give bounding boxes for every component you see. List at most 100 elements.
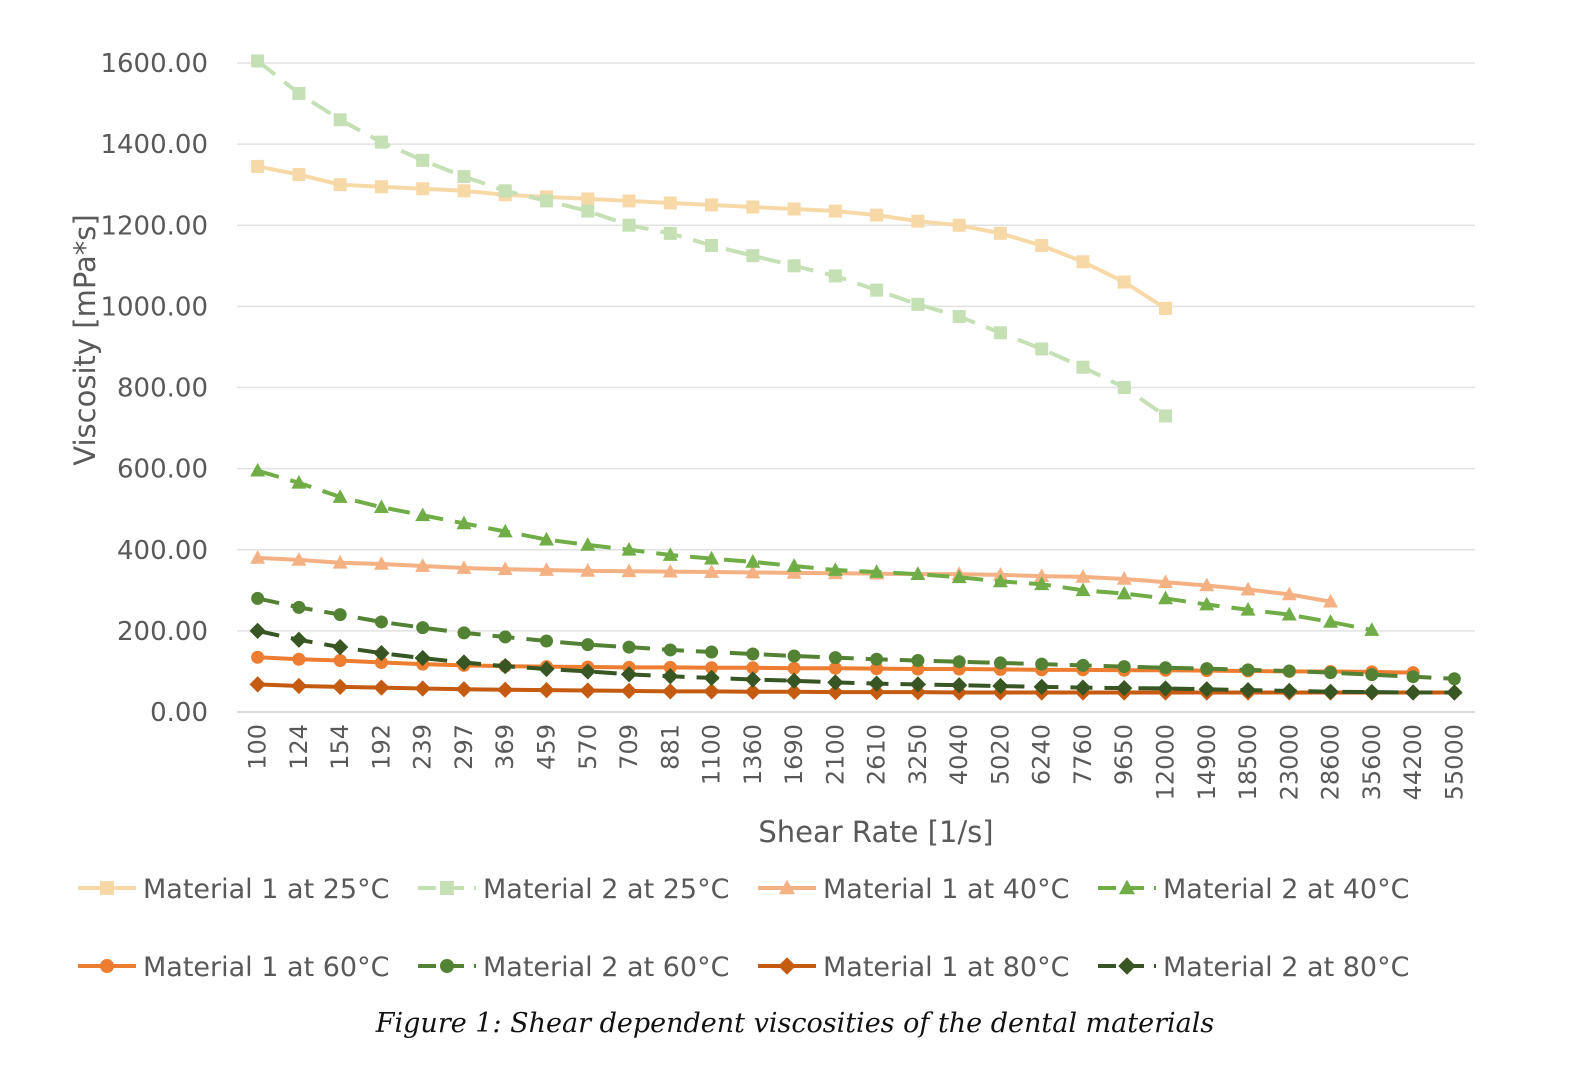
data-point: [870, 283, 884, 297]
data-point: [538, 681, 555, 699]
data-point: [250, 550, 266, 564]
legend-swatch-marker: [1118, 957, 1136, 975]
series-line: [256, 59, 1167, 418]
data-point: [662, 668, 679, 685]
data-point: [746, 647, 760, 661]
data-point: [870, 652, 884, 666]
data-point: [497, 681, 514, 698]
data-point: [1406, 670, 1420, 684]
data-point: [373, 556, 389, 570]
data-point: [538, 660, 555, 678]
x-tick-label: 192: [367, 724, 395, 770]
data-point: [332, 638, 349, 656]
y-tick-label: 1600.00: [100, 49, 208, 79]
y-tick-labels: 0.00 200.00 400.00 600.00 800.00 1000.00 1200.…: [100, 49, 208, 728]
data-point: [250, 462, 266, 477]
data-point: [828, 651, 842, 665]
data-point: [787, 661, 801, 675]
legend-item: Material 1 at 60°C: [78, 952, 389, 983]
data-point: [704, 564, 720, 578]
data-point: [746, 249, 760, 263]
data-point: [457, 170, 471, 184]
x-tick-label: 23000: [1275, 724, 1303, 800]
data-point: [705, 645, 719, 659]
data-point: [1281, 586, 1297, 601]
series-2: [251, 54, 1172, 423]
legend-item: Material 2 at 25°C: [418, 874, 729, 905]
data-point: [497, 523, 513, 538]
data-point: [1035, 239, 1049, 253]
legend-item: Material 2 at 40°C: [1098, 874, 1409, 905]
data-point: [1117, 275, 1131, 289]
data-point: [251, 650, 265, 664]
x-tick-label: 9650: [1110, 724, 1138, 785]
data-point: [1158, 574, 1173, 589]
data-point: [292, 600, 306, 614]
data-point: [498, 184, 512, 198]
data-point: [374, 656, 388, 670]
figure-caption: Figure 1: Shear dependent viscosities of…: [375, 1008, 1215, 1039]
data-point: [1199, 596, 1215, 611]
data-point: [620, 666, 638, 683]
data-point: [952, 218, 966, 232]
data-point: [663, 226, 677, 240]
data-point: [622, 194, 636, 208]
data-point: [416, 621, 430, 635]
x-tick-label: 369: [491, 724, 519, 770]
legend-swatch-marker: [100, 881, 114, 895]
legend-swatch-marker: [1118, 879, 1136, 895]
data-point: [414, 680, 431, 697]
data-point: [1200, 662, 1214, 676]
data-point: [1404, 684, 1422, 701]
data-point: [662, 683, 679, 700]
legend-label: Material 1 at 60°C: [143, 952, 389, 983]
data-point: [456, 515, 472, 530]
data-point: [993, 326, 1007, 340]
data-point: [251, 54, 265, 68]
data-point: [827, 674, 844, 691]
data-point: [827, 562, 843, 576]
data-point: [1034, 576, 1050, 591]
y-tick-label: 1000.00: [100, 292, 208, 322]
data-point: [415, 507, 431, 522]
data-point: [1241, 663, 1255, 677]
x-tick-label: 1360: [739, 724, 767, 785]
data-point: [581, 638, 595, 652]
data-point: [1364, 622, 1380, 636]
data-point: [1282, 664, 1296, 678]
data-point: [251, 591, 265, 605]
data-point: [662, 563, 678, 578]
y-tick-label: 1200.00: [100, 211, 208, 241]
data-point: [1076, 658, 1090, 672]
series-3: [250, 550, 1339, 608]
data-point: [373, 679, 390, 696]
data-point: [1076, 360, 1090, 374]
data-point: [1447, 672, 1461, 686]
series-1: [251, 159, 1172, 315]
data-point: [662, 547, 678, 561]
data-point: [1363, 683, 1380, 701]
legend: Material 1 at 25°C Material 2 at 25°C Mate…: [78, 874, 1409, 983]
data-point: [455, 681, 473, 698]
data-point: [332, 678, 349, 695]
data-point: [786, 565, 802, 579]
data-point: [663, 660, 677, 674]
data-point: [622, 218, 636, 232]
data-point: [952, 310, 966, 324]
x-tick-label: 4040: [945, 724, 973, 785]
data-point: [498, 630, 512, 644]
x-tick-label: 100: [244, 724, 272, 770]
data-point: [745, 554, 761, 568]
data-point: [1035, 657, 1049, 671]
data-point: [868, 675, 885, 692]
data-point: [1322, 683, 1339, 700]
data-point: [1117, 381, 1131, 394]
data-point: [620, 682, 638, 700]
legend-label: Material 2 at 40°C: [1163, 874, 1409, 905]
data-point: [374, 135, 388, 149]
data-point: [540, 634, 553, 648]
legend-item: Material 2 at 80°C: [1098, 952, 1409, 983]
series-4: [250, 462, 1380, 636]
data-point: [333, 653, 347, 667]
